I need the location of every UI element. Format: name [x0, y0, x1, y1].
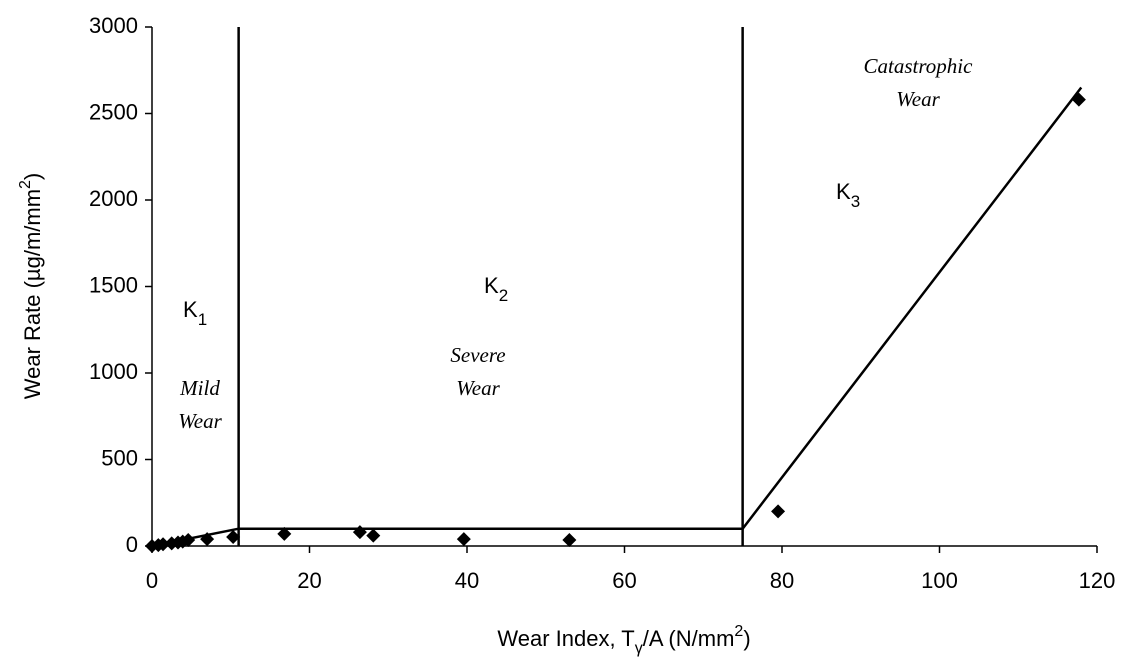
x-tick-label: 120 [1079, 568, 1116, 593]
region-label: K2 [484, 273, 508, 305]
region-label: K3 [836, 179, 860, 211]
y-axis-label-sup: 2 [17, 180, 34, 189]
x-axis-label-part: ) [743, 626, 750, 651]
data-point [562, 532, 577, 547]
x-axis-label-sup: 2 [734, 623, 743, 640]
data-point [181, 532, 196, 547]
y-tick-label: 3000 [89, 13, 138, 38]
x-tick-label: 60 [612, 568, 636, 593]
y-axis-label: Wear Rate (µg/m/mm2) [17, 173, 45, 400]
data-point [156, 537, 171, 552]
x-tick-label: 40 [455, 568, 479, 593]
region-note: Wear [456, 376, 500, 400]
y-tick-label: 2500 [89, 99, 138, 124]
fit-line [151, 86, 1083, 548]
region-label-sub: 3 [851, 192, 860, 211]
y-tick-label: 0 [126, 532, 138, 557]
x-axis-label: Wear Index, Tγ/A (N/mm2) [497, 623, 750, 657]
data-point [456, 532, 471, 547]
y-tick-label: 1000 [89, 359, 138, 384]
x-tick-label: 0 [146, 568, 158, 593]
data-point [277, 526, 292, 541]
y-tick-label: 1500 [89, 272, 138, 297]
region-label-main: K [484, 273, 499, 298]
y-tick-label: 2000 [89, 186, 138, 211]
region-note: Wear [178, 409, 222, 433]
x-axis-label-part: Wear Index, T [497, 626, 634, 651]
x-tick-label: 20 [297, 568, 321, 593]
x-tick-label: 100 [921, 568, 958, 593]
y-tick-label: 500 [101, 445, 138, 470]
x-axis-label-sub: γ [635, 640, 643, 657]
data-point [366, 528, 381, 543]
data-point [352, 525, 367, 540]
region-label-main: K [183, 297, 198, 322]
region-label-sub: 1 [198, 310, 207, 329]
data-point [1071, 92, 1086, 107]
region-label-sub: 2 [499, 286, 508, 305]
region-label-main: K [836, 179, 851, 204]
data-point [771, 504, 786, 519]
region-note: Severe [450, 343, 505, 367]
x-tick-label: 80 [770, 568, 794, 593]
y-axis-label-part: ) [20, 173, 45, 180]
data-point [200, 532, 215, 547]
region-label: K1 [183, 297, 207, 329]
region-note: Catastrophic [864, 54, 974, 78]
data-point [226, 530, 241, 545]
y-axis-label-part: Wear Rate (µg/m/mm [20, 189, 45, 399]
region-note: Wear [896, 87, 940, 111]
x-axis-label-part: /A (N/mm [643, 626, 735, 651]
region-note: Mild [179, 376, 220, 400]
